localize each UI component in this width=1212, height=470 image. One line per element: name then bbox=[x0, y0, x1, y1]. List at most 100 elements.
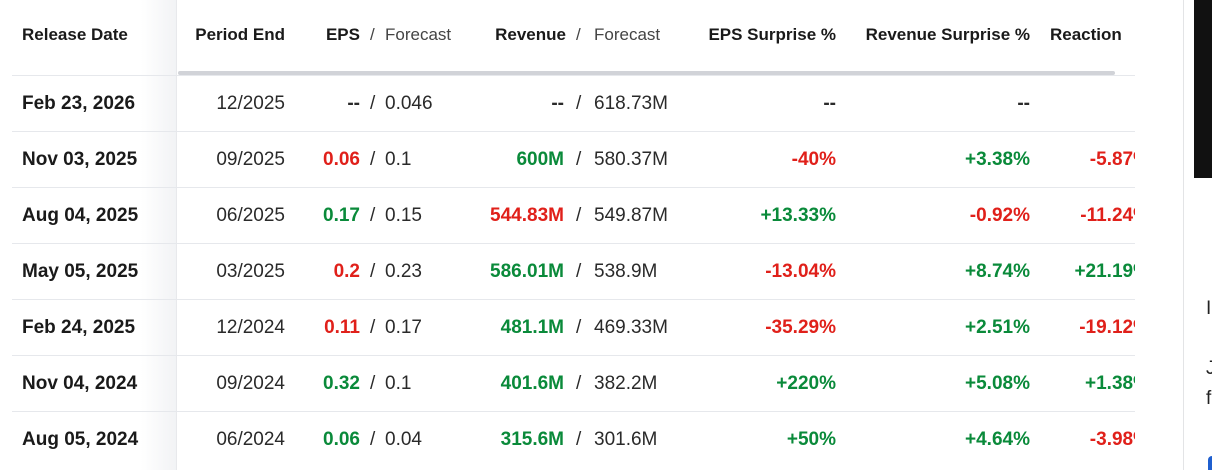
row-reaction: +1.38% bbox=[1085, 373, 1135, 394]
table-row[interactable]: Aug 04, 2025 06/2025 0.17 / 0.15 544.83M / 549.… bbox=[12, 187, 1135, 244]
row-slash: / bbox=[576, 373, 582, 394]
row-eps-surprise: -- bbox=[823, 93, 836, 114]
row-revenue-surprise: +8.74% bbox=[965, 261, 1030, 282]
header-revenue-forecast[interactable]: Forecast bbox=[594, 25, 661, 44]
row-revenue-surprise: +2.51% bbox=[965, 317, 1030, 338]
header-eps[interactable]: EPS bbox=[325, 25, 360, 44]
row-reaction: -3.98% bbox=[1089, 429, 1135, 450]
row-release-date: Nov 04, 2024 bbox=[22, 373, 138, 394]
row-release-date: Aug 05, 2024 bbox=[22, 429, 139, 450]
row-slash: / bbox=[370, 373, 376, 394]
row-period-end: 03/2025 bbox=[216, 261, 285, 282]
header-period-end[interactable]: Period End bbox=[195, 25, 285, 44]
row-revenue-surprise: -- bbox=[1017, 93, 1030, 114]
row-revenue-surprise: +5.08% bbox=[965, 373, 1030, 394]
table-row[interactable]: Aug 05, 2024 06/2024 0.06 / 0.04 315.6M / 301.6… bbox=[12, 411, 1135, 468]
row-release-date: Feb 23, 2026 bbox=[22, 93, 136, 114]
header-release-date[interactable]: Release Date bbox=[22, 25, 128, 44]
header-slash: / bbox=[576, 25, 581, 44]
row-period-end: 12/2025 bbox=[216, 93, 285, 114]
right-sidebar: I J f bbox=[1183, 0, 1212, 470]
row-revenue-surprise: -0.92% bbox=[969, 205, 1030, 226]
row-eps-surprise: +13.33% bbox=[760, 205, 836, 226]
row-revenue-actual: 481.1M bbox=[500, 317, 564, 338]
sticky-date-column bbox=[0, 0, 177, 470]
row-eps-actual: 0.2 bbox=[333, 261, 360, 282]
row-eps-forecast: 0.23 bbox=[385, 261, 422, 282]
row-eps-actual: -- bbox=[347, 93, 360, 114]
sidebar-button[interactable] bbox=[1208, 456, 1212, 470]
row-period-end: 06/2024 bbox=[216, 429, 285, 450]
row-revenue-actual: 401.6M bbox=[500, 373, 564, 394]
table-row[interactable]: Nov 03, 2025 09/2025 0.06 / 0.1 600M / 580.37M -… bbox=[12, 131, 1135, 188]
row-slash: / bbox=[370, 317, 376, 338]
table-row[interactable]: Feb 24, 2025 12/2024 0.11 / 0.17 481.1M / 469.3… bbox=[12, 299, 1135, 356]
row-revenue-forecast: 549.87M bbox=[594, 205, 668, 226]
row-period-end: 12/2024 bbox=[216, 317, 285, 338]
row-revenue-forecast: 580.37M bbox=[594, 149, 668, 170]
header-revenue[interactable]: Revenue bbox=[495, 25, 566, 44]
row-eps-actual: 0.11 bbox=[324, 317, 360, 338]
table-row[interactable]: Feb 23, 2026 12/2025 -- / 0.046 -- / 618.73M -- -… bbox=[12, 75, 1135, 132]
row-slash: / bbox=[370, 149, 376, 170]
row-release-date: May 05, 2025 bbox=[22, 261, 139, 282]
row-slash: / bbox=[576, 317, 582, 338]
row-eps-actual: 0.17 bbox=[323, 205, 360, 226]
row-reaction: -19.12% bbox=[1079, 317, 1135, 338]
sidebar-text: f bbox=[1206, 388, 1212, 409]
header-eps-forecast[interactable]: Forecast bbox=[385, 25, 452, 44]
earnings-table: Release Date Period End EPS / Forecast R… bbox=[0, 0, 1135, 470]
row-release-date: Feb 24, 2025 bbox=[22, 317, 136, 338]
row-slash: / bbox=[576, 429, 582, 450]
row-revenue-forecast: 618.73M bbox=[594, 93, 668, 114]
row-revenue-actual: 600M bbox=[516, 149, 564, 170]
row-eps-actual: 0.06 bbox=[323, 429, 360, 450]
horizontal-scrollbar[interactable] bbox=[178, 71, 1115, 75]
row-revenue-forecast: 382.2M bbox=[594, 373, 658, 394]
row-eps-surprise: -35.29% bbox=[765, 317, 836, 338]
row-reaction: -11.24% bbox=[1080, 205, 1135, 226]
row-revenue-surprise: +4.64% bbox=[965, 429, 1030, 450]
sidebar-text: I bbox=[1206, 298, 1212, 319]
row-slash: / bbox=[370, 93, 376, 114]
row-reaction: -5.87% bbox=[1089, 149, 1135, 170]
row-slash: / bbox=[370, 429, 376, 450]
row-eps-forecast: 0.1 bbox=[385, 149, 412, 170]
row-eps-actual: 0.06 bbox=[323, 149, 360, 170]
row-revenue-forecast: 538.9M bbox=[594, 261, 658, 282]
table-row[interactable]: May 05, 2025 03/2025 0.2 / 0.23 586.01M / 538.9… bbox=[12, 243, 1135, 300]
row-slash: / bbox=[370, 205, 376, 226]
table-row[interactable]: Nov 04, 2024 09/2024 0.32 / 0.1 401.6M / 382.2M… bbox=[12, 355, 1135, 412]
row-eps-forecast: 0.15 bbox=[385, 205, 422, 226]
row-eps-surprise: -13.04% bbox=[765, 261, 836, 282]
row-revenue-actual: 544.83M bbox=[490, 205, 564, 226]
row-period-end: 06/2025 bbox=[216, 205, 285, 226]
row-eps-actual: 0.32 bbox=[323, 373, 360, 394]
row-revenue-actual: 315.6M bbox=[500, 429, 564, 450]
row-eps-forecast: 0.04 bbox=[385, 429, 422, 450]
header-slash: / bbox=[370, 25, 375, 44]
row-eps-forecast: 0.17 bbox=[385, 317, 422, 338]
row-eps-surprise: +50% bbox=[786, 429, 836, 450]
row-revenue-surprise: +3.38% bbox=[965, 149, 1030, 170]
row-release-date: Nov 03, 2025 bbox=[22, 149, 138, 170]
header-revenue-surprise[interactable]: Revenue Surprise % bbox=[865, 25, 1030, 44]
row-release-date: Aug 04, 2025 bbox=[22, 205, 139, 226]
sidebar-text: J bbox=[1206, 358, 1212, 379]
row-eps-forecast: 0.1 bbox=[385, 373, 412, 394]
row-eps-surprise: +220% bbox=[776, 373, 836, 394]
header-reaction[interactable]: Reaction bbox=[1050, 25, 1122, 44]
header-eps-surprise[interactable]: EPS Surprise % bbox=[708, 25, 836, 44]
row-slash: / bbox=[576, 205, 582, 226]
row-revenue-actual: 586.01M bbox=[490, 261, 564, 282]
ad-banner bbox=[1194, 0, 1212, 178]
row-slash: / bbox=[576, 93, 582, 114]
table-header: Release Date Period End EPS / Forecast R… bbox=[0, 0, 1135, 75]
row-period-end: 09/2024 bbox=[216, 373, 285, 394]
row-slash: / bbox=[576, 261, 582, 282]
row-eps-forecast: 0.046 bbox=[385, 93, 433, 114]
row-revenue-forecast: 301.6M bbox=[594, 429, 658, 450]
row-eps-surprise: -40% bbox=[791, 149, 836, 170]
row-slash: / bbox=[370, 261, 376, 282]
row-slash: / bbox=[576, 149, 582, 170]
